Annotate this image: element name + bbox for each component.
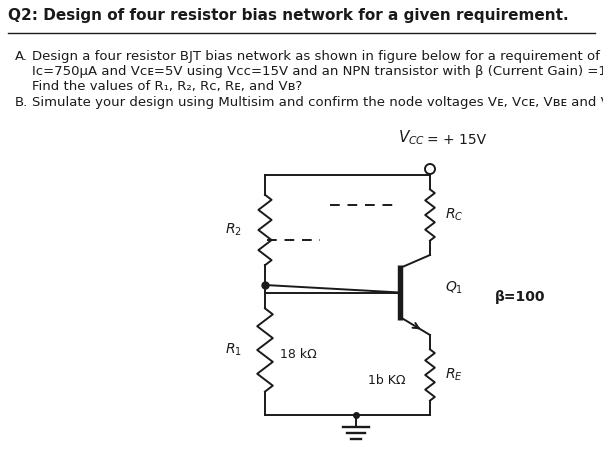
Text: $R_C$: $R_C$ — [445, 207, 464, 223]
Text: $V_{CC}$: $V_{CC}$ — [398, 128, 425, 147]
Circle shape — [425, 164, 435, 174]
Text: Find the values of R₁, R₂, Rᴄ, Rᴇ, and Vʙ?: Find the values of R₁, R₂, Rᴄ, Rᴇ, and V… — [32, 80, 302, 93]
Text: = + 15V: = + 15V — [427, 133, 486, 147]
Text: $R_E$: $R_E$ — [445, 367, 463, 383]
Text: β=100: β=100 — [495, 291, 546, 304]
Text: A.: A. — [15, 50, 28, 63]
Text: $Q_1$: $Q_1$ — [445, 279, 463, 296]
Text: $R_1$: $R_1$ — [224, 342, 241, 358]
Text: Iᴄ=750μA and Vᴄᴇ=5V using Vᴄᴄ=15V and an NPN transistor with β (Current Gain) =1: Iᴄ=750μA and Vᴄᴇ=5V using Vᴄᴄ=15V and an… — [32, 65, 603, 78]
Text: $R_2$: $R_2$ — [224, 222, 241, 238]
Text: Design a four resistor BJT bias network as shown in figure below for a requireme: Design a four resistor BJT bias network … — [32, 50, 600, 63]
Text: B.: B. — [15, 96, 28, 109]
Text: 1b KΩ: 1b KΩ — [368, 374, 405, 387]
Text: 18 kΩ: 18 kΩ — [280, 349, 317, 362]
Text: Simulate your design using Multisim and confirm the node voltages Vᴇ, Vᴄᴇ, Vʙᴇ a: Simulate your design using Multisim and … — [32, 96, 603, 109]
Text: Q2: Design of four resistor bias network for a given requirement.: Q2: Design of four resistor bias network… — [8, 8, 569, 23]
